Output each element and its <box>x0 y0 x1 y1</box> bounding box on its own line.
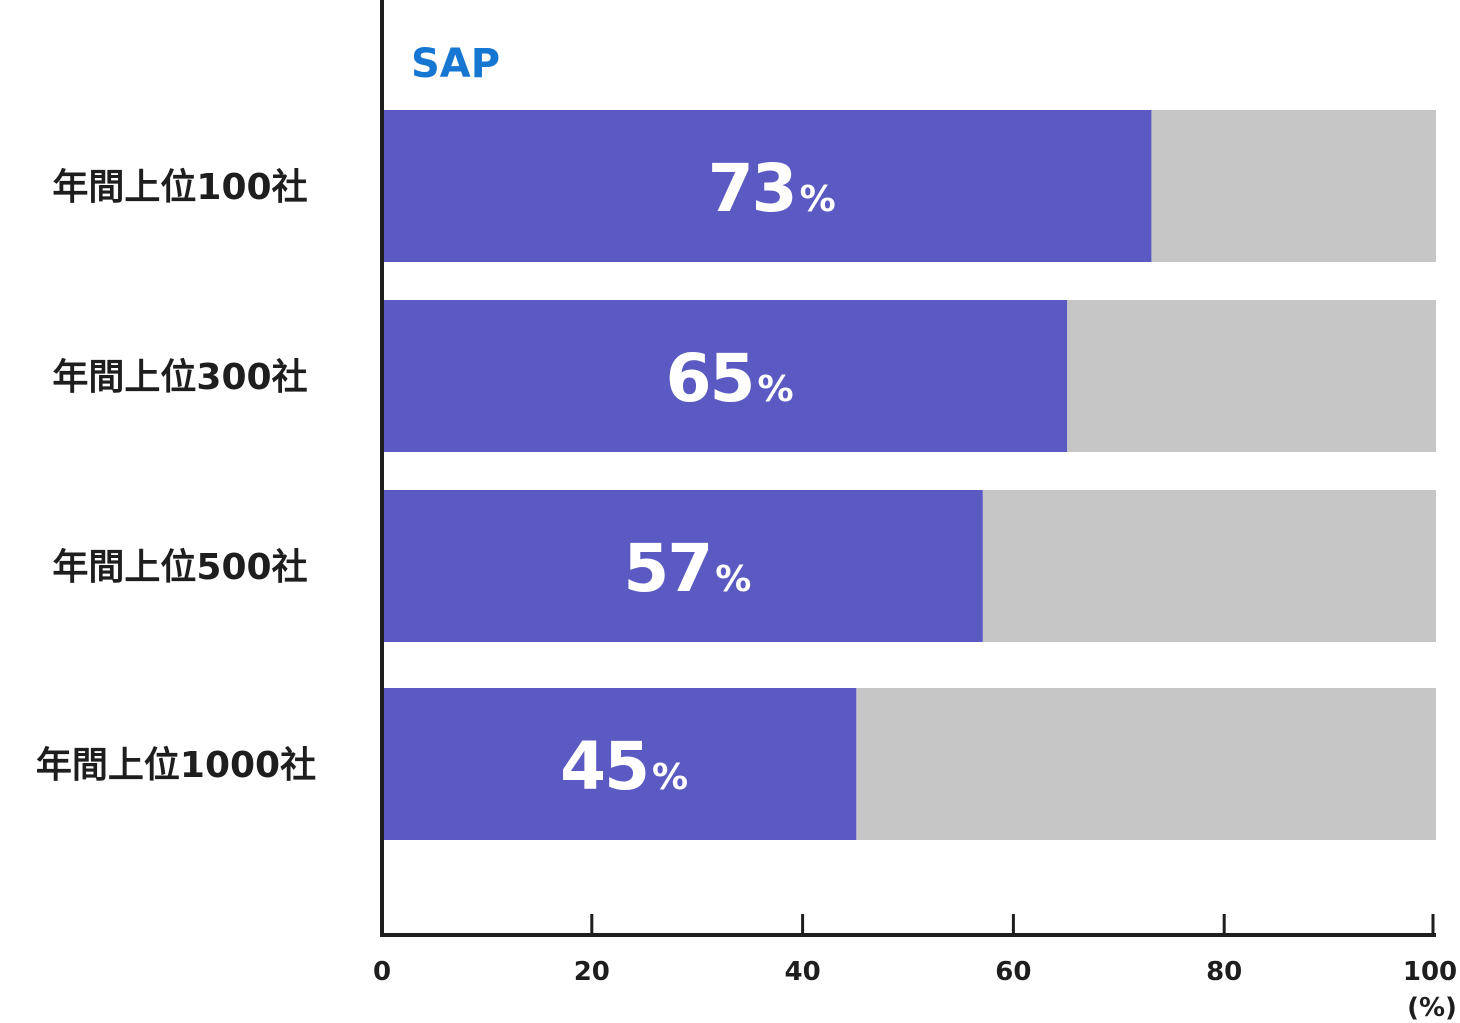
x-axis-ticks <box>590 914 1435 935</box>
bar <box>382 490 983 642</box>
x-tick-label: 60 <box>995 957 1031 987</box>
bars <box>382 110 1152 840</box>
x-tick-label: 100 <box>1403 957 1457 987</box>
data-label: 73% <box>708 150 836 227</box>
data-label: 45% <box>560 728 688 805</box>
x-tick-label: 0 <box>373 957 391 987</box>
bar-remainder <box>856 688 1436 840</box>
x-axis-tick-labels: 0 20 40 60 80 100 <box>373 957 1457 987</box>
bar-remainders <box>856 110 1436 840</box>
bar-remainder <box>982 490 1436 642</box>
bar-remainder <box>1067 300 1436 452</box>
bar <box>382 688 857 840</box>
category-label: 年間上位500社 <box>52 547 307 588</box>
data-label: 57% <box>623 530 751 607</box>
value-labels: 73 % 65 % 57 % 45% <box>560 150 835 805</box>
x-axis-unit-label: (%) <box>1407 993 1457 1023</box>
category-label: 年間上位1000社 <box>36 745 316 786</box>
bar-remainder <box>1151 110 1436 262</box>
data-label: 65% <box>666 340 794 417</box>
bar <box>382 110 1152 262</box>
category-label: 年間上位100社 <box>52 167 307 208</box>
x-tick-label: 80 <box>1206 957 1242 987</box>
series-name-label: SAP <box>411 41 500 87</box>
category-label: 年間上位300社 <box>52 357 307 398</box>
bar <box>382 300 1068 452</box>
x-tick-label: 40 <box>785 957 821 987</box>
x-tick-label: 20 <box>574 957 610 987</box>
